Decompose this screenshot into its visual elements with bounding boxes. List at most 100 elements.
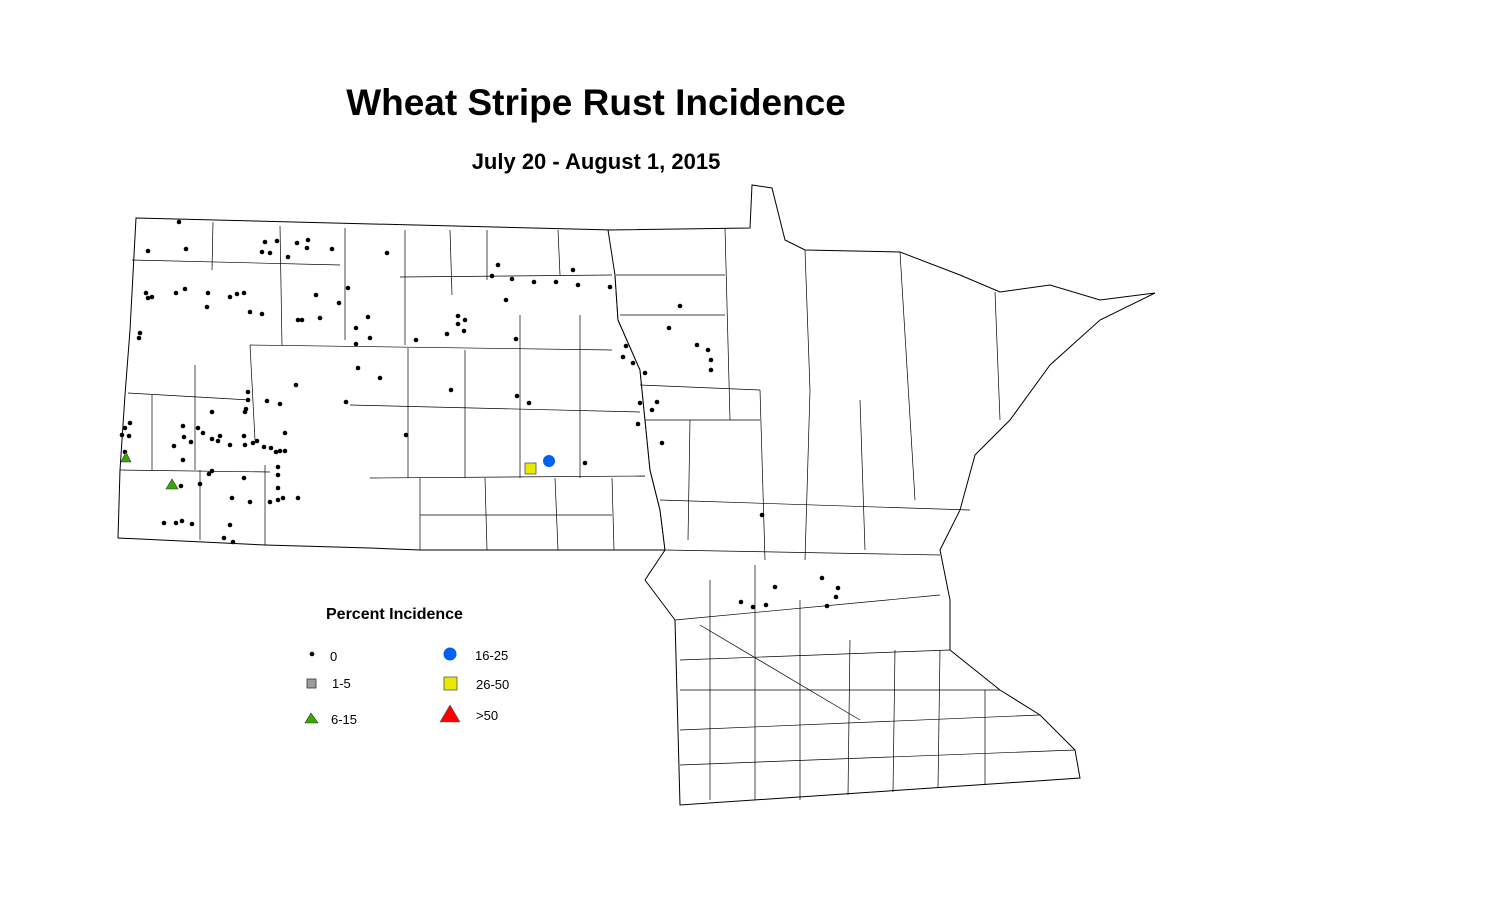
point-0-percent [262, 239, 268, 245]
point-0-percent [759, 512, 765, 518]
point-0-percent [763, 602, 769, 608]
county-boundary [639, 384, 761, 391]
map-title: Wheat Stripe Rust Incidence [346, 82, 846, 123]
point-0-percent [336, 300, 342, 306]
point-0-percent [282, 448, 288, 454]
point-6-15-percent [120, 451, 132, 463]
point-0-percent [173, 290, 179, 296]
county-boundary [131, 259, 341, 266]
point-0-percent [833, 594, 839, 600]
point-0-percent [180, 423, 186, 429]
point-0-percent [377, 375, 383, 381]
point-0-percent [261, 444, 267, 450]
county-boundary [687, 419, 691, 541]
point-0-percent [282, 430, 288, 436]
point-0-percent [738, 599, 744, 605]
point-0-percent [181, 434, 187, 440]
point-0-percent [513, 336, 519, 342]
point-0-percent [329, 246, 335, 252]
point-0-percent [136, 335, 142, 341]
county-boundary [899, 251, 916, 501]
point-0-percent [250, 440, 256, 446]
point-0-percent [227, 522, 233, 528]
point-0-percent [531, 279, 537, 285]
county-boundary [804, 389, 811, 561]
county-boundary [699, 624, 861, 721]
county-boundary [892, 649, 896, 793]
point-0-percent [183, 246, 189, 252]
county-boundary [369, 475, 646, 479]
point-0-percent [221, 535, 227, 541]
point-0-percent [444, 331, 450, 337]
point-0-percent [649, 407, 655, 413]
point-0-percent [254, 438, 260, 444]
point-0-percent [295, 317, 301, 323]
county-boundary [679, 649, 951, 661]
county-boundary [554, 477, 559, 551]
legend-symbol-26-50 [443, 676, 458, 691]
point-0-percent [367, 335, 373, 341]
point-0-percent [635, 421, 641, 427]
point-0-percent [607, 284, 613, 290]
county-boundary [759, 389, 766, 561]
point-0-percent [353, 341, 359, 347]
county-boundary [659, 499, 971, 511]
point-0-percent [227, 442, 233, 448]
point-0-percent [526, 400, 532, 406]
state-outline-east [607, 184, 1156, 806]
county-boundary [119, 469, 271, 473]
point-0-percent [247, 309, 253, 315]
point-0-percent [268, 445, 274, 451]
point-0-percent [413, 337, 419, 343]
point-0-percent [503, 297, 509, 303]
legend-symbol-gt50 [439, 704, 461, 723]
point-0-percent [642, 370, 648, 376]
point-0-percent [495, 262, 501, 268]
point-0-percent [127, 420, 133, 426]
county-boundary [127, 392, 251, 401]
point-0-percent [161, 520, 167, 526]
point-0-percent [384, 250, 390, 256]
point-0-percent [285, 254, 291, 260]
point-0-percent [708, 357, 714, 363]
point-0-percent [122, 425, 128, 431]
point-0-percent [189, 521, 195, 527]
point-0-percent [637, 400, 643, 406]
point-0-percent [143, 290, 149, 296]
point-0-percent [241, 290, 247, 296]
point-0-percent [295, 495, 301, 501]
point-0-percent [277, 448, 283, 454]
point-0-percent [317, 315, 323, 321]
map-subtitle: July 20 - August 1, 2015 [471, 149, 721, 174]
point-0-percent [182, 286, 188, 292]
point-0-percent [204, 304, 210, 310]
legend-label-26-50: 26-50 [476, 677, 510, 692]
point-0-percent [708, 367, 714, 373]
point-0-percent [275, 497, 281, 503]
point-0-percent [448, 387, 454, 393]
point-0-percent [705, 347, 711, 353]
point-0-percent [489, 273, 495, 279]
point-6-15-percent [165, 478, 179, 490]
point-0-percent [259, 249, 265, 255]
point-0-percent [264, 398, 270, 404]
point-0-percent [178, 483, 184, 489]
point-0-percent [206, 471, 212, 477]
point-0-percent [245, 389, 251, 395]
point-0-percent [230, 539, 236, 545]
point-0-percent [353, 325, 359, 331]
point-0-percent [824, 603, 830, 609]
point-0-percent [570, 267, 576, 273]
point-0-percent [819, 575, 825, 581]
point-16-25-percent [543, 455, 555, 467]
point-0-percent [630, 360, 636, 366]
legend-label-1-5: 1-5 [332, 676, 351, 691]
point-0-percent [365, 314, 371, 320]
legend-symbol-16-25 [443, 647, 457, 661]
point-0-percent [171, 443, 177, 449]
point-0-percent [294, 240, 300, 246]
point-0-percent [242, 409, 248, 415]
point-0-percent [462, 317, 468, 323]
point-0-percent [835, 585, 841, 591]
point-0-percent [403, 432, 409, 438]
